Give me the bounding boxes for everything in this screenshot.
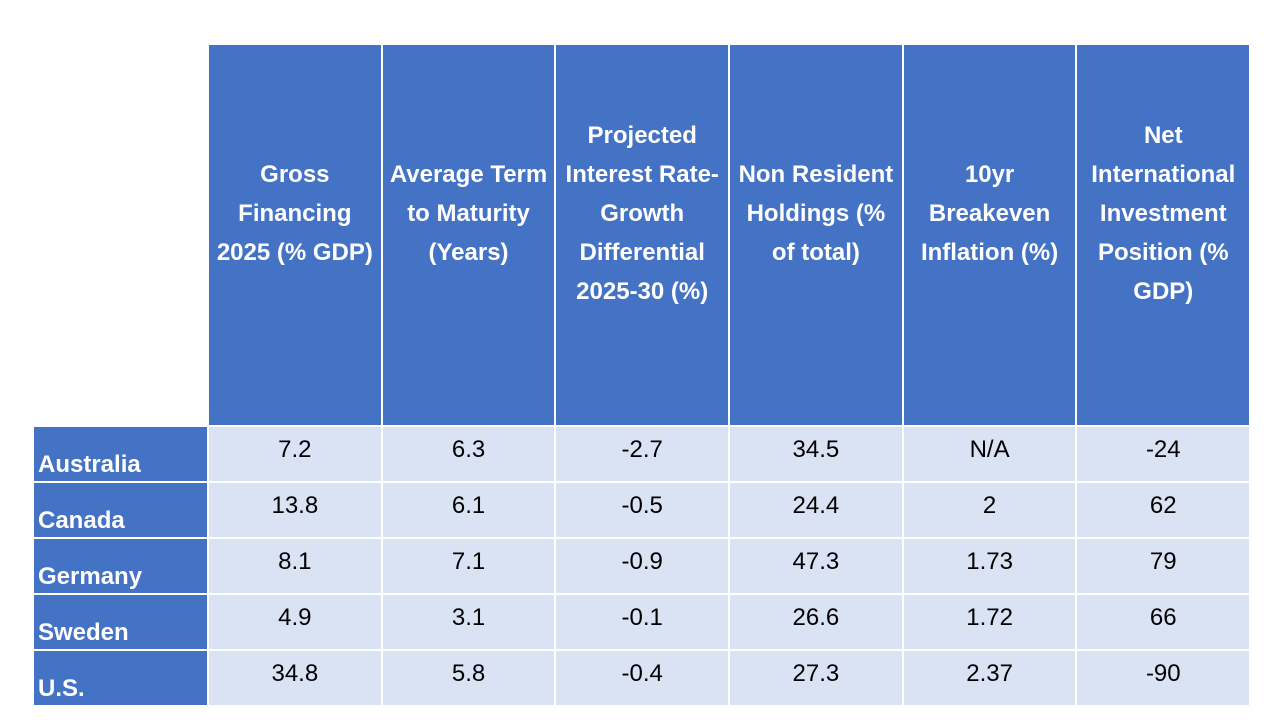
table-cell: 3.1	[380, 593, 557, 651]
table-cell: 13.8	[207, 481, 383, 539]
cell-value: -24	[1145, 436, 1181, 463]
cell-value: -0.4	[621, 660, 663, 687]
column-header-gross-financing: Gross Financing 2025 (% GDP)	[207, 45, 383, 427]
cell-value: 8.1	[278, 548, 312, 575]
table-cell: 34.5	[728, 425, 904, 483]
table-cell: 1.73	[901, 537, 1078, 595]
table-cell: 27.3	[728, 649, 904, 707]
cell-value: 79	[1149, 548, 1177, 575]
cell-value: 3.1	[451, 604, 486, 631]
table-row: Canada 13.8 6.1 -0.5 24.4 2 62	[34, 481, 1252, 539]
cell-value: 24.4	[792, 492, 840, 519]
cell-value: N/A	[969, 436, 1010, 463]
row-header-country: Australia	[34, 425, 209, 483]
table-cell: 47.3	[728, 537, 904, 595]
column-header-average-term: Average Term to Maturity (Years)	[380, 45, 557, 427]
column-header-label: Non Resident Holdings (% of total)	[738, 160, 894, 266]
column-header-niip: Net International Investment Position (%…	[1075, 45, 1252, 427]
cell-value: 2	[982, 492, 997, 519]
cell-value: 7.1	[451, 548, 486, 575]
column-header-interest-rate-growth: Projected Interest Rate-Growth Different…	[554, 45, 731, 427]
column-header-label: Gross Financing 2025 (% GDP)	[216, 160, 373, 266]
table-cell: 6.3	[380, 425, 557, 483]
cell-value: 4.9	[278, 604, 312, 631]
cell-value: 27.3	[792, 660, 840, 687]
row-header-country: U.S.	[34, 649, 209, 707]
table-cell: 8.1	[207, 537, 383, 595]
cell-value: -90	[1145, 660, 1181, 687]
corner-cell	[34, 45, 209, 427]
table-cell: 6.1	[380, 481, 557, 539]
column-header-label: Average Term to Maturity (Years)	[389, 160, 548, 266]
table-row: U.S. 34.8 5.8 -0.4 27.3 2.37 -90	[34, 649, 1252, 707]
cell-value: 62	[1149, 492, 1177, 519]
cell-value: -0.1	[621, 604, 663, 631]
cell-value: 6.3	[451, 436, 486, 463]
row-header-country: Sweden	[34, 593, 209, 651]
table-cell: -90	[1075, 649, 1252, 707]
table-cell: 34.8	[207, 649, 383, 707]
table-cell: 5.8	[380, 649, 557, 707]
column-header-label: Projected Interest Rate-Growth Different…	[565, 121, 719, 305]
table-cell: -24	[1075, 425, 1252, 483]
table-cell: 1.72	[901, 593, 1078, 651]
table-cell: 2	[901, 481, 1078, 539]
cell-value: 47.3	[792, 548, 840, 575]
table-cell: 2.37	[901, 649, 1078, 707]
table-cell: -0.1	[554, 593, 731, 651]
cell-value: 13.8	[271, 492, 319, 519]
table-cell: N/A	[901, 425, 1078, 483]
cell-value: 26.6	[792, 604, 840, 631]
table-row: Australia 7.2 6.3 -2.7 34.5 N/A -24	[34, 425, 1252, 483]
table-cell: 7.2	[207, 425, 383, 483]
cell-value: 1.72	[966, 604, 1013, 631]
table-cell: -2.7	[554, 425, 731, 483]
table-cell: 26.6	[728, 593, 904, 651]
cell-value: 1.73	[966, 548, 1013, 575]
column-header-label: Net International Investment Position (%…	[1091, 121, 1236, 305]
table-row: Sweden 4.9 3.1 -0.1 26.6 1.72 66	[34, 593, 1252, 651]
cell-value: 34.8	[271, 660, 319, 687]
cell-value: 2.37	[966, 660, 1013, 687]
cell-value: 66	[1149, 604, 1177, 631]
sovereign-debt-table: Gross Financing 2025 (% GDP) Average Ter…	[34, 45, 1252, 707]
table-cell: -0.4	[554, 649, 731, 707]
table-cell: -0.5	[554, 481, 731, 539]
column-header-non-resident-holdings: Non Resident Holdings (% of total)	[728, 45, 904, 427]
row-header-country: Canada	[34, 481, 209, 539]
table-cell: 66	[1075, 593, 1252, 651]
table-cell: 62	[1075, 481, 1252, 539]
cell-value: -0.9	[621, 548, 663, 575]
row-header-country: Germany	[34, 537, 209, 595]
table-cell: 24.4	[728, 481, 904, 539]
cell-value: -2.7	[621, 436, 663, 463]
table-cell: 79	[1075, 537, 1252, 595]
cell-value: 6.1	[451, 492, 486, 519]
column-header-label: 10yr Breakeven Inflation (%)	[920, 160, 1059, 266]
column-header-breakeven-inflation: 10yr Breakeven Inflation (%)	[901, 45, 1078, 427]
cell-value: 34.5	[792, 436, 840, 463]
cell-value: 7.2	[278, 436, 312, 463]
table-cell: -0.9	[554, 537, 731, 595]
header-row: Gross Financing 2025 (% GDP) Average Ter…	[34, 45, 1252, 427]
table-cell: 4.9	[207, 593, 383, 651]
cell-value: -0.5	[621, 492, 663, 519]
table-cell: 7.1	[380, 537, 557, 595]
table-row: Germany 8.1 7.1 -0.9 47.3 1.73 79	[34, 537, 1252, 595]
cell-value: 5.8	[451, 660, 486, 687]
